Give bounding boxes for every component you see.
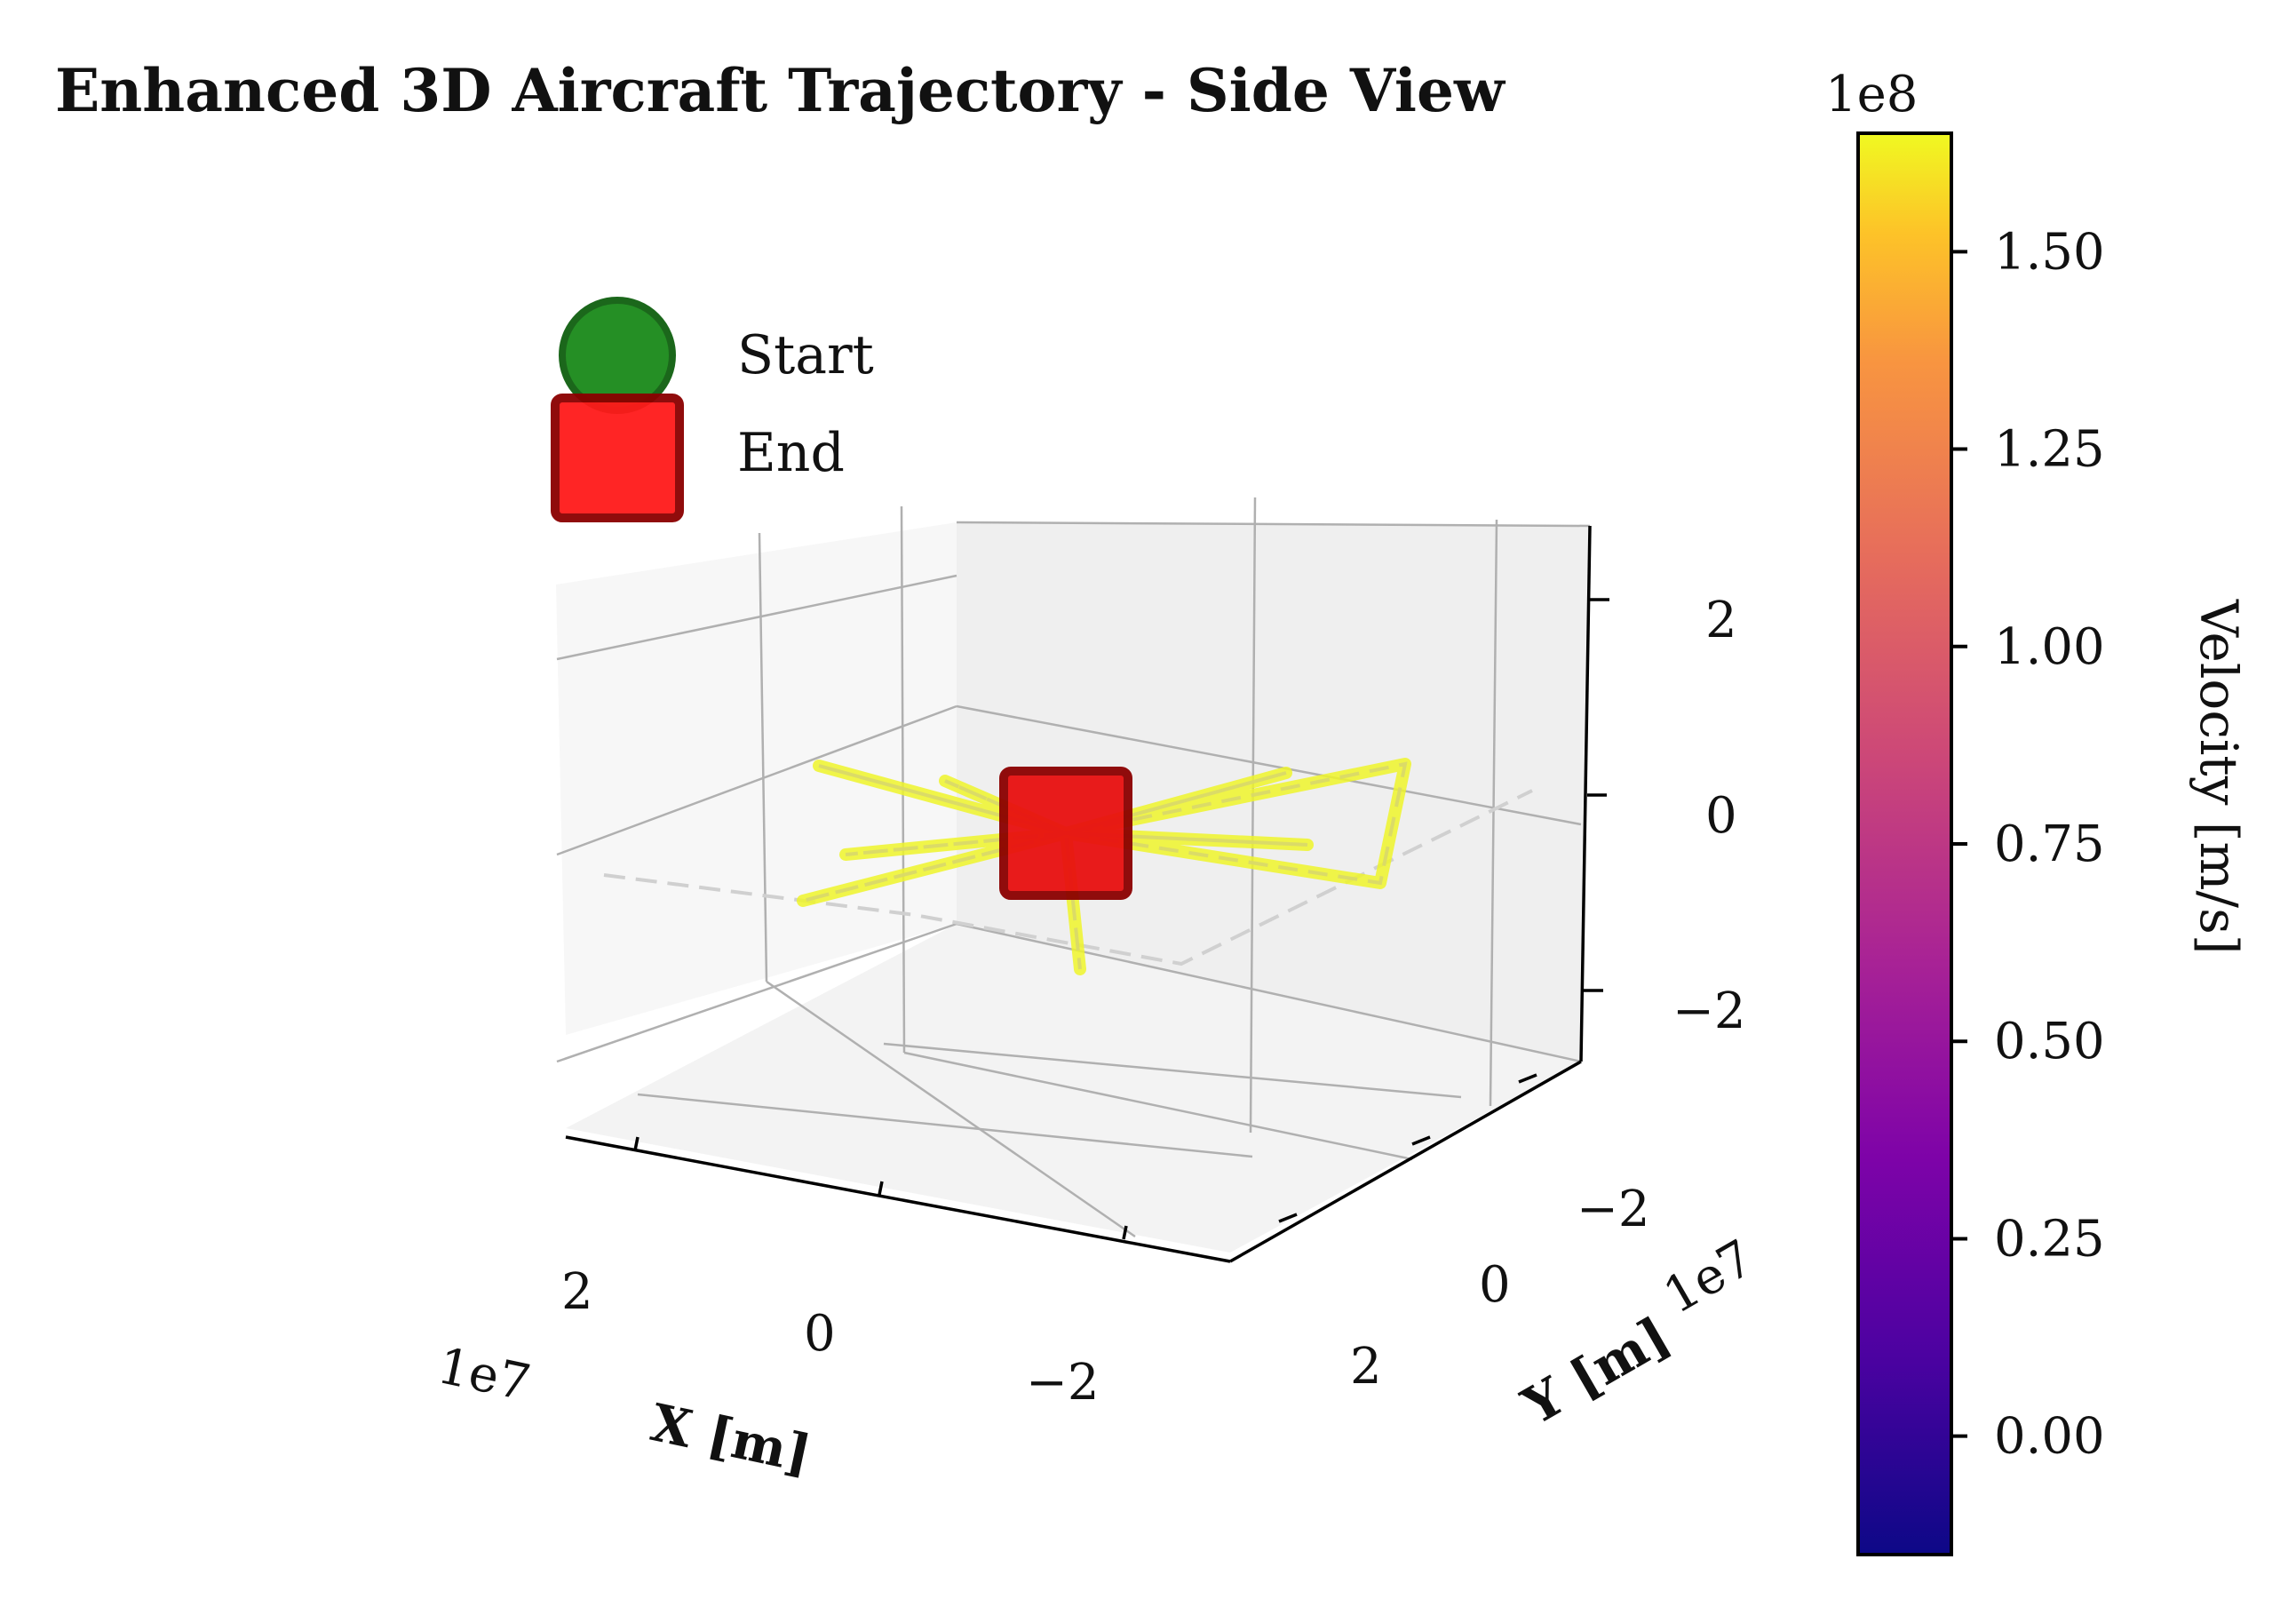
colorbar-tick-label: 0.50 (1994, 1013, 2105, 1070)
y-tick-mark (1411, 1135, 1431, 1146)
z-tick-label: 2 (1705, 592, 1737, 649)
axes-3d (556, 497, 1609, 1263)
x-tick-label: 2 (561, 1263, 593, 1321)
colorbar-tick-label: 1.25 (1994, 421, 2105, 479)
z-tick-label: 0 (1705, 787, 1737, 845)
y-tick-label: −2 (1577, 1181, 1650, 1238)
y-axis-offset: 1e7 (1655, 1229, 1764, 1325)
x-tick-labels: 2 0 −2 (561, 1263, 1100, 1412)
grid-line (637, 1093, 1253, 1158)
legend: Start End (551, 297, 874, 522)
grid-line (1249, 497, 1257, 1134)
chart-title: Enhanced 3D Aircraft Trajectory - Side V… (55, 56, 1506, 125)
trajectory (797, 758, 1411, 975)
grid-line (956, 704, 1582, 826)
colorbar-tick-label: 0.25 (1994, 1210, 2105, 1268)
legend-start-label: Start (737, 324, 874, 386)
y-axis-label: Y [m] (1512, 1305, 1680, 1436)
trajectory-dashed-overlay (802, 761, 1408, 970)
legend-end-label: End (737, 422, 845, 484)
pane-back-left (556, 522, 957, 1035)
x-tick-mark (633, 1136, 640, 1151)
y-tick-labels: −2 0 2 (1350, 1181, 1650, 1396)
colorbar-ticks: 0.00 0.25 0.50 0.75 1.00 1.25 1.50 (1951, 223, 2105, 1466)
grid-line (556, 922, 957, 1063)
grid-line (556, 574, 957, 661)
z-tick-label: −2 (1672, 982, 1746, 1040)
z-axis-spine (1579, 525, 1592, 1062)
x-axis-offset: 1e7 (433, 1337, 536, 1412)
x-tick-mark (1122, 1225, 1128, 1240)
end-marker (999, 767, 1132, 900)
colorbar-tick-label: 1.50 (1994, 223, 2105, 281)
legend-end-marker (551, 394, 684, 522)
grid-line (766, 980, 1136, 1238)
x-tick-label: −2 (1026, 1354, 1100, 1412)
tick-marks (633, 598, 1609, 1240)
grid-line (956, 521, 1591, 528)
grid-line (883, 1042, 1462, 1099)
y-tick-label: 2 (1350, 1338, 1382, 1396)
grid-line (956, 922, 1582, 1063)
x-axis-label: X [m] (646, 1392, 816, 1484)
grid-line (903, 1051, 1413, 1161)
y-axis-spine (1229, 1060, 1582, 1263)
grid-line (758, 532, 768, 982)
x-tick-mark (878, 1181, 884, 1196)
grid-line (900, 505, 906, 1054)
colorbar-offset: 1e8 (1825, 66, 1918, 123)
y-tick-mark (1518, 1073, 1537, 1084)
y-tick-label: 0 (1479, 1256, 1511, 1314)
colorbar-tick-label: 0.00 (1994, 1408, 2105, 1466)
z-tick-labels: 2 0 −2 (1672, 592, 1746, 1040)
y-tick-mark (1278, 1213, 1298, 1223)
colorbar-tick-label: 1.00 (1994, 618, 2105, 676)
colorbar-gradient (1856, 131, 1953, 1556)
colorbar-label: Velocity [m/s] (2189, 599, 2249, 954)
colorbar-tick-label: 0.75 (1994, 815, 2105, 873)
grid-line (1489, 519, 1498, 1107)
grid-lines (556, 497, 1591, 1238)
x-tick-label: 0 (804, 1305, 836, 1363)
x-axis-spine (565, 1135, 1231, 1263)
colorbar: 0.00 0.25 0.50 0.75 1.00 1.25 1.50 1e8 Velocit… (1825, 66, 2249, 1556)
grid-line (556, 704, 957, 856)
